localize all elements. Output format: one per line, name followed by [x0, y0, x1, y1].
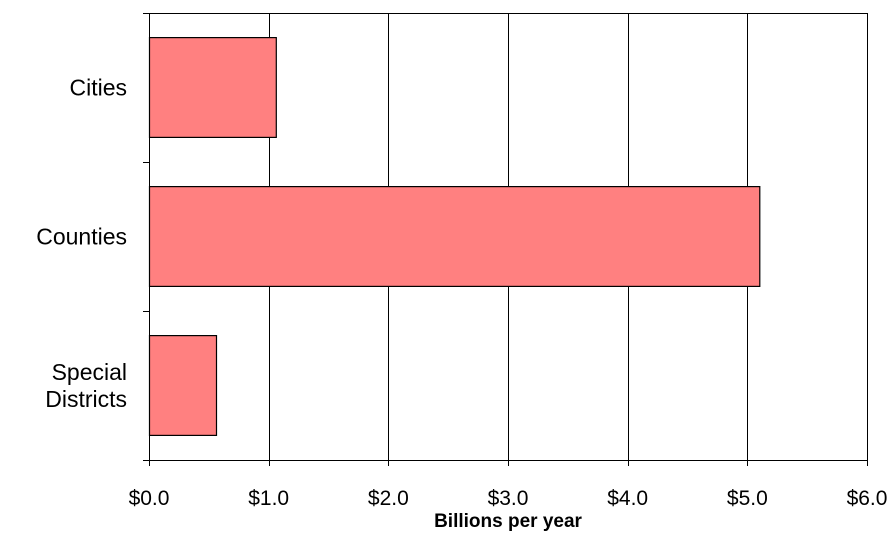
x-tick-label: $5.0 — [727, 487, 768, 510]
bar-special-districts — [148, 335, 218, 437]
x-tick-label: $1.0 — [248, 487, 289, 510]
category-label: Districts — [45, 386, 127, 412]
bars — [148, 36, 761, 437]
x-tick-label: $3.0 — [488, 487, 529, 510]
x-tick-label: $0.0 — [129, 487, 170, 510]
category-label: Cities — [69, 75, 127, 101]
category-label: Counties — [36, 224, 127, 250]
labels: $0.0 $1.0 $2.0 $3.0 $4.0 $5.0 $6.0 Cities Counti… — [36, 75, 887, 511]
x-axis-title: Billions per year — [434, 511, 582, 532]
bar-counties — [148, 186, 761, 288]
x-tick-label: $2.0 — [368, 487, 409, 510]
x-tick-label: $6.0 — [847, 487, 888, 510]
bar-cities — [148, 36, 277, 139]
x-tick-label: $4.0 — [607, 487, 648, 510]
axes — [143, 13, 868, 466]
category-label: Special — [52, 359, 127, 385]
